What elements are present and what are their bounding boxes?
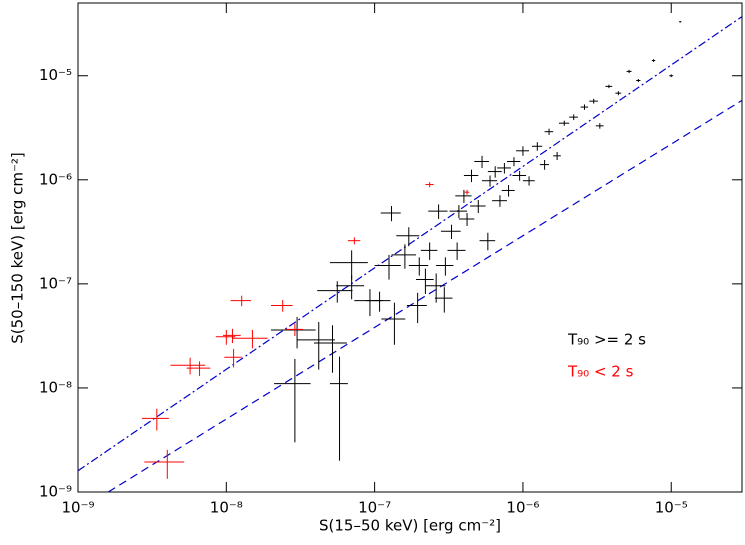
y-tick-label: 10⁻⁸ xyxy=(39,378,72,396)
y-tick-label: 10⁻⁶ xyxy=(39,170,72,188)
legend-label: T₉₀ < 2 s xyxy=(567,363,634,381)
x-tick-label: 10⁻⁶ xyxy=(506,499,539,517)
y-axis-label: S(50–150 keV) [erg cm⁻²] xyxy=(9,152,27,344)
legend-label: T₉₀ >= 2 s xyxy=(567,331,646,349)
plot-frame xyxy=(77,2,743,493)
reference-line xyxy=(107,99,742,492)
x-axis-label: S(15–50 keV) [erg cm⁻²] xyxy=(319,517,501,535)
x-tick-label: 10⁻⁵ xyxy=(655,499,688,517)
x-tick-label: 10⁻⁹ xyxy=(61,499,94,517)
x-tick-label: 10⁻⁷ xyxy=(358,499,391,517)
x-tick-label: 10⁻⁸ xyxy=(210,499,243,517)
plot-area xyxy=(78,16,742,492)
reference-line xyxy=(78,16,742,472)
y-tick-label: 10⁻⁵ xyxy=(39,66,72,84)
y-tick-label: 10⁻⁹ xyxy=(39,483,72,501)
y-tick-label: 10⁻⁷ xyxy=(39,274,72,292)
